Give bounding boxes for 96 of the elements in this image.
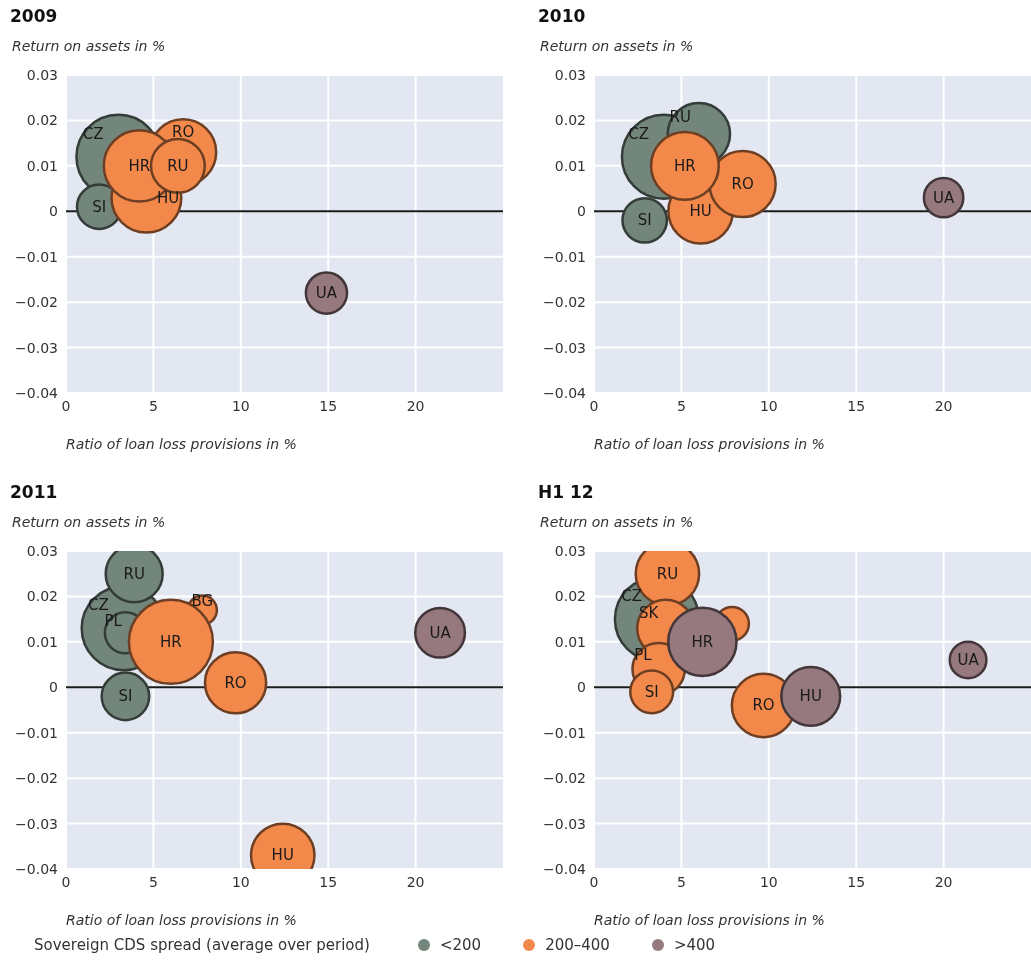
x-axis-title: Ratio of loan loss provisions in % [594,436,825,452]
x-tick-label: 20 [406,873,425,890]
annotation: HU [689,202,712,221]
annotation: SI [118,687,133,706]
y-tick-label: 0.01 [26,633,58,650]
x-axis-title: Ratio of loan loss provisions in % [594,912,825,928]
annotation: UA [315,284,338,303]
y-tick-label: −0.03 [543,815,586,832]
x-tick-label: 15 [847,873,866,890]
y-tick-label: −0.02 [15,770,58,787]
y-tick-label: −0.02 [15,294,58,311]
x-axis-title: Ratio of loan loss provisions in % [66,912,297,928]
x-tick-label: 15 [319,397,338,414]
annotation: CZ [628,124,650,143]
x-tick-label: 0 [589,397,599,414]
annotation: RU [167,156,189,175]
x-tick-label: 10 [759,397,778,414]
y-tick-label: 0 [49,679,58,696]
annotation: RO [172,123,195,142]
y-tick-label: −0.01 [543,724,586,741]
annotation: UA [429,623,452,642]
legend-label: <200 [439,936,482,954]
y-axis-title: Return on assets in % [12,514,166,530]
y-tick-label: 0.01 [554,633,586,650]
y-tick-label: −0.01 [543,248,586,265]
annotation: UA [957,651,980,670]
y-axis-title: Return on assets in % [12,38,166,54]
x-tick-label: 0 [61,873,71,890]
y-tick-label: 0.03 [26,66,58,83]
y-tick-label: −0.03 [15,815,58,832]
x-tick-label: 20 [934,873,953,890]
y-tick-label: −0.02 [543,294,586,311]
y-tick-label: 0 [577,679,586,696]
x-tick-label: 5 [148,397,158,414]
x-tick-label: 5 [676,397,686,414]
y-tick-label: −0.03 [15,339,58,356]
y-tick-label: 0.03 [554,542,586,559]
y-tick-label: 0.01 [554,157,586,174]
y-tick-label: 0 [577,203,586,220]
annotation: HR [691,632,714,651]
x-tick-label: 20 [934,397,953,414]
x-tick-label: 5 [148,873,158,890]
annotation: BG [191,592,214,611]
y-tick-label: 0 [49,203,58,220]
y-tick-label: −0.04 [543,860,587,877]
x-tick-label: 0 [589,873,599,890]
x-axis-title: Ratio of loan loss provisions in % [66,436,297,452]
x-tick-label: 0 [61,397,71,414]
y-tick-label: 0.02 [26,112,58,129]
y-tick-label: −0.01 [15,248,58,265]
y-tick-label: 0.01 [26,157,58,174]
chart-title: H1 12 [538,482,594,502]
annotation: HR [128,156,151,175]
annotation: HU [156,188,180,207]
annotation: CZ [82,124,104,143]
y-tick-label: −0.02 [543,770,586,787]
x-tick-label: 10 [759,873,778,890]
annotation: RO [752,696,775,715]
x-tick-label: 10 [231,873,250,890]
annotation: CZ [621,587,643,606]
legend-label: 200–400 [545,936,610,954]
annotation: HR [160,632,182,651]
annotation: RO [224,673,247,692]
annotation: SI [92,197,107,216]
y-tick-label: −0.03 [543,339,586,356]
annotation: CZ [88,596,109,615]
x-tick-label: 10 [231,397,250,414]
annotation: HU [271,846,294,865]
y-tick-label: −0.04 [543,384,587,401]
annotation: RU [123,564,145,583]
annotation: HR [674,156,696,175]
y-tick-label: 0.02 [554,588,586,605]
y-tick-label: 0.02 [26,588,58,605]
chart-title: 2009 [10,6,58,26]
legend-label: >400 [673,936,716,954]
annotation: SI [644,682,659,701]
y-tick-label: −0.04 [15,860,59,877]
y-tick-label: 0.03 [26,542,58,559]
annotation: RO [731,175,754,194]
y-tick-label: −0.01 [15,724,58,741]
y-tick-label: 0.03 [554,66,586,83]
chart-title: 2011 [10,482,58,502]
x-tick-label: 15 [847,397,866,414]
y-axis-title: Return on assets in % [540,38,694,54]
x-tick-label: 20 [406,397,425,414]
annotation: SI [637,211,652,230]
x-tick-label: 15 [319,873,338,890]
y-tick-label: −0.04 [15,384,59,401]
chart-title: 2010 [538,6,586,26]
annotation: RU [656,564,679,583]
legend-title: Sovereign CDS spread (average over period) [34,936,370,954]
y-axis-title: Return on assets in % [540,514,694,530]
y-tick-label: 0.02 [554,112,586,129]
annotation: UA [932,188,955,207]
x-tick-label: 5 [676,873,686,890]
annotation: HU [799,687,822,706]
